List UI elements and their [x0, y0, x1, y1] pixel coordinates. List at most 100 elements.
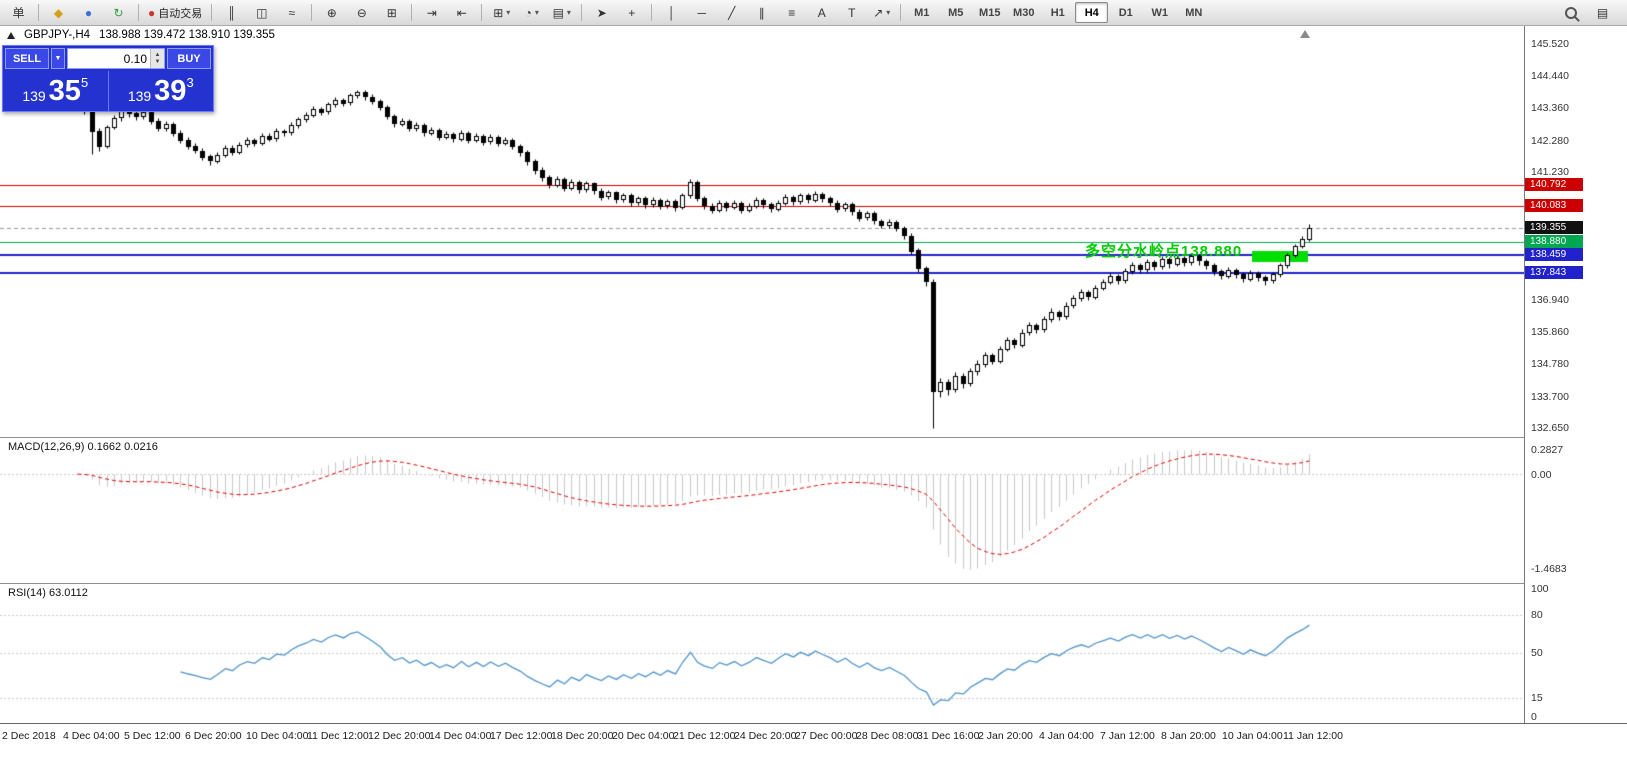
chevron-down-icon: ▾	[506, 8, 511, 17]
macd-indicator-canvas[interactable]	[0, 438, 1524, 583]
tile-windows-icon[interactable]: ⊞	[386, 5, 397, 20]
bid-prefix: 139	[22, 88, 46, 104]
timeframe-m15-button[interactable]: M15	[979, 6, 1001, 19]
order-options-button[interactable]: ▼	[51, 48, 65, 69]
toolbar: 单 ◆ ● ↻ ● 自动交易 ║ ◫ ≈ ⊕ ⊖ ⊞ ⇥ ⇤ ⊞ ▾ ◔ ▾ ▤ ▾ ➤ + │ ─ ╱ ∥ ≡ A T ↗ ▾ M1 M5 M…	[0, 0, 1627, 26]
toolbar-separator	[581, 4, 583, 21]
time-axis-label: 11 Dec 12:00	[307, 730, 369, 742]
price-axis-label: 134.780	[1531, 358, 1569, 371]
toolbar-separator	[38, 4, 39, 21]
macd-label: MACD(12,26,9) 0.1662 0.0216	[8, 441, 158, 453]
horizontal-line-icon[interactable]: ─	[697, 5, 706, 20]
macd-axis-label: 0.2827	[1531, 444, 1564, 456]
volume-input[interactable]	[68, 49, 150, 68]
timeframe-h4-button[interactable]: H4	[1075, 2, 1109, 23]
toolbar-separator	[411, 4, 413, 21]
price-axis-label: 144.440	[1531, 70, 1569, 83]
trendline-icon[interactable]: ╱	[728, 5, 736, 20]
chart-title: GBPJPY-,H4 138.988 139.472 138.910 139.3…	[7, 29, 275, 41]
bar-chart-icon[interactable]: ║	[227, 5, 236, 20]
timeframe-h1-button[interactable]: H1	[1050, 6, 1065, 19]
bid-price[interactable]: 139 35 5	[3, 71, 108, 111]
crosshair-icon[interactable]: +	[628, 5, 636, 20]
timeframe-m5-button[interactable]: M5	[948, 6, 964, 19]
timeframe-toolbar: M1 M5 M15 M30 H1 H4 D1 W1 MN	[905, 2, 1210, 23]
sell-button[interactable]: SELL	[5, 48, 49, 69]
zoom-in-icon[interactable]: ⊕	[326, 5, 337, 20]
spin-down-icon[interactable]: ▼	[154, 58, 161, 65]
auto-trading-button[interactable]: ● 自动交易	[148, 5, 203, 20]
new-order-button[interactable]: 单	[12, 5, 25, 20]
candlestick-chart-icon[interactable]: ◫	[256, 5, 268, 20]
volume-field: ▲ ▼	[67, 48, 165, 69]
toolbar-separator	[900, 4, 902, 21]
timeframe-m1-button[interactable]: M1	[914, 6, 930, 19]
time-axis: 2 Dec 2018 4 Dec 04:00 5 Dec 12:00 6 Dec 20…	[0, 723, 1627, 774]
panel-separator[interactable]	[0, 583, 1627, 584]
bid-pip-digit: 5	[80, 75, 89, 90]
time-axis-label: 24 Dec 20:00	[734, 730, 797, 742]
panel-separator[interactable]	[0, 437, 1627, 438]
new-chart-button[interactable]: ⊞ ▾	[493, 5, 511, 20]
time-axis-label: 20 Dec 04:00	[612, 730, 675, 742]
rsi-axis-label: 100	[1531, 583, 1549, 595]
macd-axis-label: 0.00	[1531, 468, 1552, 481]
refresh-icon[interactable]: ↻	[113, 5, 124, 20]
time-axis-label: 10 Dec 04:00	[246, 730, 309, 742]
spin-up-icon[interactable]: ▲	[154, 51, 161, 58]
cursor-icon[interactable]: ➤	[596, 5, 607, 20]
rsi-axis-label: 15	[1531, 691, 1543, 704]
timeframe-d1-button[interactable]: D1	[1118, 6, 1133, 19]
line-chart-icon[interactable]: ≈	[288, 5, 296, 20]
channel-icon[interactable]: ∥	[758, 5, 765, 20]
zoom-out-icon[interactable]: ⊖	[356, 5, 367, 20]
price-line-label: 140.792	[1525, 178, 1583, 192]
periods-button[interactable]: ◔ ▾	[524, 5, 539, 20]
chart-windows-icon[interactable]: ▤	[1596, 5, 1609, 20]
toolbar-separator	[138, 4, 139, 21]
chevron-down-icon: ▾	[534, 8, 539, 17]
toolbar-right-group: ▤	[1556, 2, 1617, 24]
profile-icon[interactable]: ●	[84, 5, 93, 20]
toolbar-separator	[651, 4, 653, 21]
timeframe-mn-button[interactable]: MN	[1185, 6, 1203, 19]
time-axis-label: 6 Dec 20:00	[185, 730, 242, 742]
chart-shift-icon[interactable]: ⇤	[456, 5, 467, 20]
price-line-label: 139.355	[1525, 220, 1583, 234]
price-axis: 145.520 144.440 143.360 142.280 141.230 136.9…	[1524, 26, 1627, 723]
price-axis-label: 133.700	[1531, 390, 1569, 403]
time-axis-label: 28 Dec 08:00	[856, 730, 919, 742]
trade-panel-controls: SELL ▼ ▲ ▼ BUY	[3, 46, 213, 69]
bid-main-digits: 35	[48, 75, 81, 107]
buy-button[interactable]: BUY	[167, 48, 211, 69]
price-axis-label: 135.860	[1531, 326, 1569, 339]
price-axis-label: 145.520	[1531, 38, 1569, 50]
volume-spinner[interactable]: ▲ ▼	[150, 49, 164, 68]
charts-icon[interactable]: ◆	[53, 5, 64, 20]
timeframe-w1-button[interactable]: W1	[1151, 6, 1169, 19]
vertical-line-icon[interactable]: │	[668, 5, 676, 20]
price-axis-label: 132.650	[1531, 422, 1569, 435]
time-axis-label: 10 Jan 04:00	[1222, 730, 1283, 742]
ask-price[interactable]: 139 39 3	[107, 71, 214, 111]
fibonacci-icon[interactable]: ≡	[788, 5, 796, 20]
timeframe-m30-button[interactable]: M30	[1013, 6, 1035, 19]
chart-icon	[7, 31, 15, 39]
time-axis-label: 8 Jan 20:00	[1161, 730, 1216, 742]
chart-shift-marker[interactable]	[1300, 30, 1310, 38]
toolbar-groups: 单 ◆ ● ↻ ● 自动交易 ║ ◫ ≈ ⊕ ⊖ ⊞ ⇥ ⇤ ⊞ ▾ ◔ ▾ ▤ ▾ ➤ + │ ─ ╱ ∥ ≡ A T ↗ ▾	[4, 2, 896, 24]
text-icon[interactable]: A	[817, 5, 826, 20]
label-icon[interactable]: T	[848, 5, 856, 20]
price-line-label: 138.880	[1525, 235, 1583, 249]
auto-scroll-icon[interactable]: ⇥	[426, 5, 437, 20]
time-axis-label: 2 Dec 2018	[2, 730, 56, 742]
time-axis-label: 31 Dec 16:00	[917, 730, 980, 742]
macd-axis-label: -1.4683	[1531, 563, 1567, 575]
search-icon[interactable]	[1556, 2, 1585, 24]
templates-button[interactable]: ▤ ▾	[552, 5, 571, 20]
price-chart-canvas[interactable]	[0, 26, 1524, 437]
rsi-axis-label: 0	[1531, 711, 1537, 723]
arrows-button[interactable]: ↗ ▾	[873, 5, 891, 20]
rsi-indicator-canvas[interactable]	[0, 584, 1524, 723]
price-axis-label: 142.280	[1531, 134, 1569, 147]
